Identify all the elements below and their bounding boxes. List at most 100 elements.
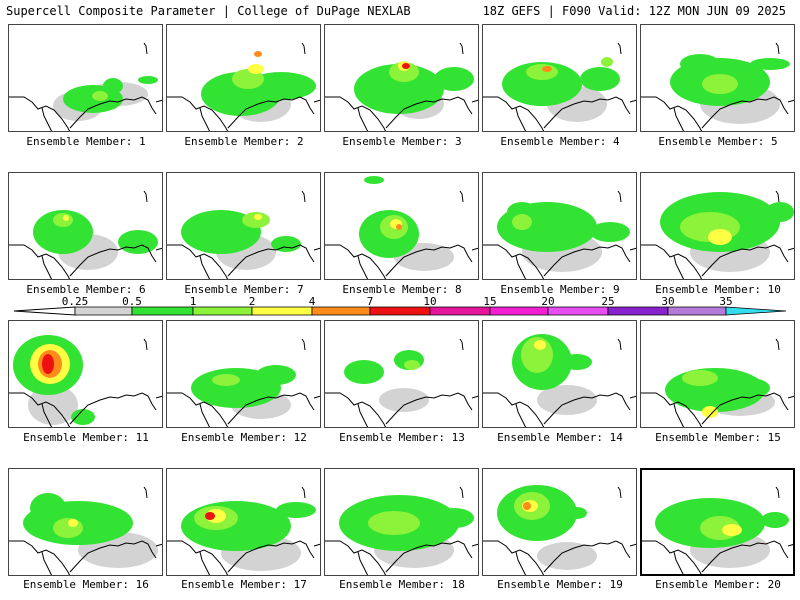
island-outline [775, 486, 780, 499]
colorbar-right-arrow [725, 306, 787, 316]
ensemble-panel-7 [166, 172, 321, 280]
scp-yellow-area [68, 519, 78, 527]
scp-lightgreen-area [53, 213, 73, 227]
ensemble-panel-10 [640, 172, 795, 280]
member-label: Ensemble Member: 1 [26, 135, 146, 148]
mexico-coastline [199, 255, 211, 280]
panel-frame [8, 468, 163, 576]
ensemble-panel-18 [324, 468, 479, 576]
member-label: Ensemble Member: 17 [181, 578, 307, 591]
mexico-coastline [515, 403, 527, 428]
mexico-coastline [41, 107, 53, 132]
scp-green-area [766, 202, 794, 222]
mexico-coastline [673, 255, 685, 280]
panel-frame [324, 320, 479, 428]
member-map [324, 24, 479, 132]
colorbar-segment [667, 306, 727, 316]
scp-green-area [138, 76, 158, 84]
member-map [640, 24, 795, 132]
colorbar-tick-label: 20 [541, 296, 554, 308]
panel-frame [640, 320, 795, 428]
scp-lightgreen-area [92, 91, 108, 101]
scp-orange-area [523, 502, 531, 510]
member-label: Ensemble Member: 11 [23, 431, 149, 444]
island-outline [775, 190, 780, 203]
scp-green-area [761, 512, 789, 528]
mexico-coastline [41, 403, 53, 428]
member-map [8, 320, 163, 428]
member-map [324, 468, 479, 576]
member-map [8, 468, 163, 576]
colorbar-segment [311, 306, 371, 316]
scp-green-area [276, 502, 316, 518]
scp-green-area [354, 64, 444, 114]
mexico-coastline [673, 107, 685, 132]
member-label: Ensemble Member: 18 [339, 578, 465, 591]
member-label: Ensemble Member: 10 [655, 283, 781, 296]
ensemble-panel-12 [166, 320, 321, 428]
scp-green-area [364, 176, 384, 184]
panel-frame [166, 172, 321, 280]
colorbar-segment [131, 306, 194, 316]
panel-frame [166, 468, 321, 576]
panel-frame [482, 468, 637, 576]
mexico-coastline [357, 107, 369, 132]
ensemble-panel-4 [482, 24, 637, 132]
island-outline [143, 190, 148, 203]
mexico-coastline [41, 255, 53, 280]
scp-green-area [271, 236, 301, 252]
panel-frame [482, 172, 637, 280]
colorbar-left-arrow [13, 306, 76, 316]
coastline-border [482, 392, 637, 428]
scp-lightgreen-area [682, 370, 718, 386]
scp-lightgreen-area [702, 74, 738, 94]
mexico-coastline [199, 551, 211, 576]
island-outline [301, 42, 306, 55]
coastline-border [166, 540, 321, 576]
member-label: Ensemble Member: 15 [655, 431, 781, 444]
scp-green-area [256, 365, 296, 385]
mexico-coastline [357, 255, 369, 280]
panel-frame [324, 172, 479, 280]
scp-orange-area [254, 51, 262, 57]
coastline-border [482, 244, 637, 280]
scp-orange-area [542, 66, 552, 72]
colorbar-tick-label: 25 [601, 296, 614, 308]
ensemble-panel-5 [640, 24, 795, 132]
member-label: Ensemble Member: 5 [658, 135, 778, 148]
scp-lightgreen-area [53, 518, 83, 538]
member-label: Ensemble Member: 19 [497, 578, 623, 591]
scp-green-area [118, 230, 158, 254]
coastline-border [8, 96, 163, 132]
island-outline [775, 338, 780, 351]
coastline-border [640, 392, 795, 428]
coastline-border [640, 96, 795, 132]
coastline-border [8, 540, 163, 576]
panel-frame [324, 468, 479, 576]
mexico-coastline [515, 255, 527, 280]
scp-lightgreen-area [526, 64, 558, 80]
scp-yellow-area [708, 229, 732, 245]
scp-green-area [580, 67, 620, 91]
scp-red-area [42, 354, 54, 374]
mexico-coastline [41, 551, 53, 576]
island-outline [775, 42, 780, 55]
mexico-coastline [199, 107, 211, 132]
member-label: Ensemble Member: 12 [181, 431, 307, 444]
ensemble-panel-19 [482, 468, 637, 576]
colorbar-tick-label: 0.25 [62, 296, 89, 308]
island-outline [301, 338, 306, 351]
scp-green-area [567, 507, 587, 519]
colorbar-tick-label: 4 [309, 296, 316, 308]
scp-green-area [30, 493, 66, 523]
scp-lightgreen-area [212, 374, 240, 386]
scp-green-area [181, 501, 291, 551]
member-label: Ensemble Member: 14 [497, 431, 623, 444]
scp-lightgreen-area [242, 212, 270, 228]
member-map [482, 468, 637, 576]
colorbar-tick-label: 7 [367, 296, 374, 308]
island-outline [617, 486, 622, 499]
island-outline [301, 486, 306, 499]
scp-green-area [750, 58, 790, 70]
colorbar-segment [369, 306, 431, 316]
